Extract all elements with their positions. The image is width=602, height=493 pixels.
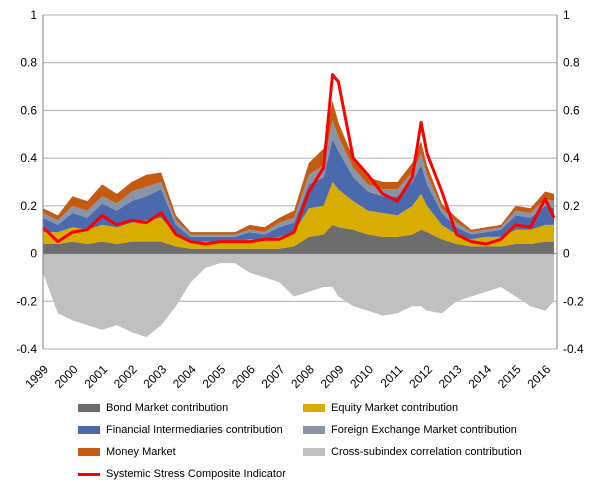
x-tick-label: 2002 [111, 362, 140, 391]
x-tick-label: 2013 [436, 362, 465, 391]
y-axis-right-labels: 1 0.8 0.6 0.4 0.2 0 -0.2 -0.4 [563, 8, 584, 356]
x-tick-label: 2007 [259, 362, 288, 391]
legend-swatch-fx [303, 426, 325, 434]
legend-item-fx: Foreign Exchange Market contribution [303, 424, 517, 436]
y-axis-left-labels: 1 0.8 0.6 0.4 0.2 0 -0.2 -0.4 [16, 8, 37, 356]
x-tick-label: 2008 [288, 362, 317, 391]
legend-item-ciss: Systemic Stress Composite Indicator [78, 468, 286, 480]
x-tick-label: 2000 [52, 362, 81, 391]
y-tick-label-left: 0.2 [20, 199, 37, 213]
legend: Bond Market contribution Equity Market c… [0, 398, 602, 493]
area-financial-intermediaries-contribution [43, 139, 554, 242]
y-tick-label-right: 0 [563, 247, 570, 261]
composite-line [41, 73, 556, 246]
legend-swatch-cross [303, 448, 325, 456]
x-tick-label: 2011 [377, 362, 405, 390]
legend-label-cross: Cross-subindex correlation contribution [331, 446, 522, 458]
y-tick-label-right: -0.4 [563, 342, 584, 356]
x-tick-label: 2005 [200, 362, 229, 391]
x-tick-label: 2006 [229, 362, 258, 391]
y-tick-label-left: 0 [30, 247, 37, 261]
legend-swatch-bond [78, 404, 100, 412]
stacked-areas [43, 100, 554, 338]
legend-label-money: Money Market [106, 446, 176, 458]
y-tick-label-right: 1 [563, 8, 570, 22]
y-tick-label-left: -0.2 [16, 294, 37, 308]
y-tick-label-left: 0.8 [20, 56, 37, 70]
legend-label-bond: Bond Market contribution [106, 402, 229, 414]
x-tick-label: 1999 [22, 362, 51, 391]
legend-item-equity: Equity Market contribution [303, 402, 458, 414]
legend-item-money: Money Market [78, 446, 176, 458]
legend-swatch-ciss [78, 472, 100, 476]
y-tick-label-left: 0.6 [20, 103, 37, 117]
y-tick-label-right: 0.6 [563, 103, 580, 117]
x-tick-label: 2012 [406, 362, 435, 391]
x-axis-labels: 1999 2000 2001 2002 2003 2004 2005 2006 2007 2008… [22, 362, 553, 391]
y-tick-label-left: 0.4 [20, 151, 37, 165]
y-tick-label-right: 0.8 [563, 56, 580, 70]
area-bond-market-contribution [43, 224, 554, 254]
legend-item-bond: Bond Market contribution [78, 402, 228, 414]
area-money-market [43, 100, 554, 235]
area-cross-subindex-correlation-contribution [43, 253, 554, 338]
legend-label-ciss: Systemic Stress Composite Indicator [106, 468, 286, 480]
area-equity-market-contribution [43, 182, 554, 249]
x-tick-label: 2014 [465, 362, 494, 391]
legend-swatch-equity [303, 404, 325, 412]
legend-item-financial: Financial Intermediaries contribution [78, 424, 283, 436]
chart-area: 1 0.8 0.6 0.4 0.2 0 -0.2 -0.4 1 0.8 0.6 0.4 0.2 0 -0.… [16, 8, 584, 391]
x-tick-label: 2009 [318, 362, 347, 391]
area-foreign-exchange-market-contribution [43, 120, 554, 237]
y-tick-label-right: 0.4 [563, 151, 580, 165]
y-tick-label-left: 1 [30, 8, 37, 22]
x-tick-label: 2004 [170, 362, 199, 391]
legend-label-equity: Equity Market contribution [331, 402, 459, 414]
y-tick-label-right: -0.2 [563, 294, 584, 308]
legend-swatch-money [78, 448, 100, 456]
x-tick-label: 2016 [525, 362, 554, 391]
legend-swatch-financial [78, 426, 100, 434]
x-tick-label: 2015 [495, 362, 524, 391]
legend-item-cross: Cross-subindex correlation contribution [303, 446, 522, 458]
composite-indicator-line [41, 73, 556, 246]
legend-label-fx: Foreign Exchange Market contribution [331, 424, 517, 436]
y-tick-label-right: 0.2 [563, 199, 580, 213]
legend-label-financial: Financial Intermediaries contribution [106, 424, 283, 436]
x-tick-label: 2010 [347, 362, 376, 391]
x-tick-label: 2003 [141, 362, 170, 391]
x-tick-label: 2001 [81, 362, 110, 391]
y-tick-label-left: -0.4 [16, 342, 37, 356]
